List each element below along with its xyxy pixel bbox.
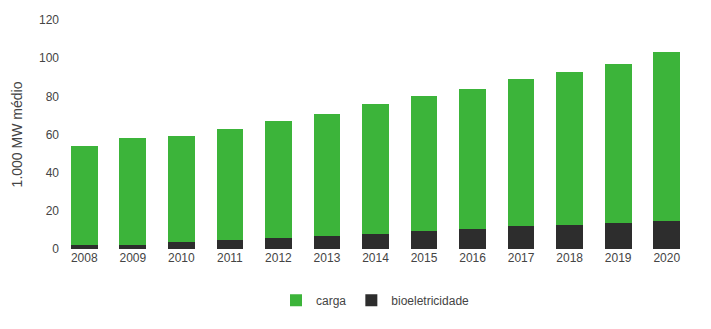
svg-text:2009: 2009	[119, 251, 146, 265]
svg-text:2008: 2008	[71, 251, 98, 265]
svg-text:2019: 2019	[605, 251, 632, 265]
svg-text:2014: 2014	[362, 251, 389, 265]
svg-text:2012: 2012	[265, 251, 292, 265]
svg-text:2018: 2018	[556, 251, 583, 265]
svg-text:2011: 2011	[217, 251, 243, 265]
svg-text:2016: 2016	[459, 251, 486, 265]
svg-text:2013: 2013	[314, 251, 341, 265]
svg-text:2015: 2015	[411, 251, 438, 265]
svg-text:2020: 2020	[653, 251, 680, 265]
svg-text:carga: carga	[316, 294, 346, 308]
svg-text:80: 80	[46, 90, 60, 104]
svg-text:bioeletricidade: bioeletricidade	[391, 294, 469, 308]
svg-text:120: 120	[39, 13, 59, 27]
svg-text:60: 60	[46, 128, 60, 142]
svg-text:0: 0	[52, 242, 59, 256]
svg-text:40: 40	[46, 166, 60, 180]
svg-text:20: 20	[46, 204, 60, 218]
svg-text:1.000 MW médio: 1.000 MW médio	[9, 81, 25, 187]
svg-text:2017: 2017	[508, 251, 535, 265]
svg-text:100: 100	[39, 51, 59, 65]
svg-text:2010: 2010	[168, 251, 195, 265]
